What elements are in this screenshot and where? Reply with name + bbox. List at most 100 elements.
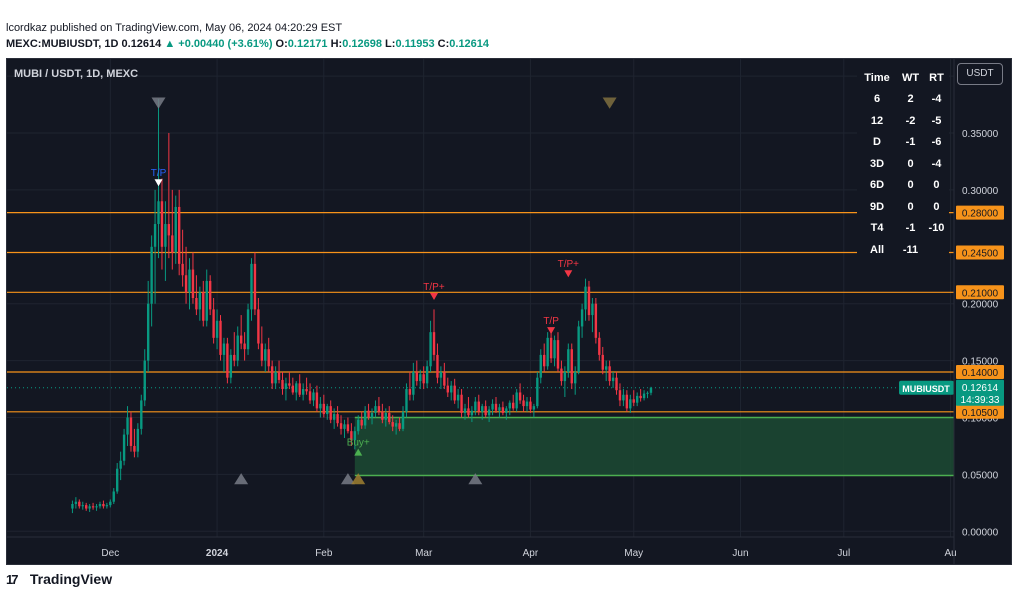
- candle: [501, 407, 505, 413]
- candle: [91, 506, 95, 508]
- x-tick-label: Apr: [523, 548, 539, 559]
- buy-signal-label: Buy+: [347, 438, 370, 449]
- candle: [618, 390, 622, 401]
- candle: [363, 410, 367, 426]
- symbol-ohlc-line: MEXC:MUBIUSDT, 1D 0.12614 ▲ +0.00440 (+3…: [6, 38, 489, 50]
- tradingview-logo[interactable]: 17 TradingView: [6, 571, 112, 587]
- level-price-tag-label: 0.21000: [962, 288, 999, 299]
- candle: [332, 414, 336, 420]
- level-price-tag: [956, 404, 1004, 419]
- candle: [191, 269, 195, 298]
- candle: [167, 224, 171, 236]
- candle: [171, 235, 174, 253]
- candle: [129, 417, 133, 446]
- candle: [284, 383, 288, 390]
- table-cell: 3D: [870, 157, 885, 170]
- candle: [305, 389, 308, 392]
- y-tick-label: 0.35000: [962, 129, 999, 140]
- tp-signal-label: T/P+: [423, 282, 445, 293]
- candle: [288, 383, 291, 386]
- level-price-tag-label: 0.28000: [962, 209, 999, 220]
- candle: [226, 343, 229, 378]
- candle: [525, 401, 529, 407]
- level-price-tag: [956, 285, 1004, 300]
- candle: [412, 371, 415, 395]
- candle: [467, 408, 470, 416]
- table-row: T4 -1 -10: [857, 218, 949, 240]
- candle: [112, 491, 115, 502]
- candle: [367, 410, 370, 418]
- change-arrow-icon: ▲: [164, 38, 176, 50]
- table-cell: 0: [933, 200, 940, 213]
- candle: [81, 505, 84, 507]
- candle: [646, 392, 649, 394]
- candle: [346, 424, 350, 432]
- table-cell: -1: [905, 136, 916, 149]
- symbol-name: MEXC:MUBIUSDT, 1D: [6, 38, 119, 50]
- candle: [308, 391, 312, 401]
- level-price-tag-label: 0.10500: [962, 408, 999, 419]
- candle: [456, 394, 460, 401]
- table-cell: -6: [931, 136, 942, 149]
- candle: [401, 411, 405, 429]
- table-header-row: Time WT RT: [857, 67, 949, 89]
- candle: [591, 303, 594, 316]
- candle: [350, 431, 353, 441]
- table-cell: Time: [864, 71, 890, 84]
- candle: [622, 394, 625, 401]
- candle: [625, 394, 629, 409]
- candle: [570, 349, 573, 384]
- candle: [443, 371, 446, 386]
- candle: [384, 412, 387, 420]
- candle: [153, 224, 157, 247]
- tp-signal-label: T/P: [543, 316, 559, 327]
- candle: [260, 343, 264, 361]
- candle: [343, 424, 346, 429]
- candle: [326, 406, 329, 415]
- y-tick-label: 0.10000: [962, 414, 999, 425]
- candle: [505, 408, 508, 413]
- tp-arrow-icon: [547, 327, 556, 335]
- candle: [470, 410, 474, 416]
- level-price-tag-label: 0.14000: [962, 368, 999, 379]
- candle: [381, 411, 384, 420]
- chart-panel[interactable]: T/P T/P+ T/P+ T/P Buy+ 0.00000 0.05000 0.10000 0…: [6, 58, 1012, 565]
- candle: [611, 377, 615, 382]
- x-tick-label: Feb: [315, 548, 333, 559]
- x-tick-label: May: [624, 548, 643, 559]
- candle: [270, 366, 274, 384]
- candle: [563, 371, 567, 382]
- currency-button[interactable]: USDT: [957, 63, 1003, 85]
- candle: [181, 263, 184, 276]
- table-cell: 0: [907, 200, 914, 213]
- y-tick-label: 0.00000: [962, 527, 999, 538]
- candle: [484, 406, 487, 416]
- price-chart[interactable]: T/PT/P+T/P+T/PBuy+0.000000.050000.100000…: [7, 59, 1012, 565]
- table-cell: -11: [902, 243, 919, 256]
- candle: [419, 374, 422, 382]
- table-cell: -2: [905, 114, 916, 127]
- wt-rt-table: Time WT RT 6 2 -4 12 -2 -5 D -1 -6 3D 0 -4 6D 0 0 9D 0 0 T4 -1…: [857, 67, 949, 261]
- candle: [215, 320, 219, 338]
- candle: [143, 360, 146, 401]
- x-tick-label: Mar: [415, 548, 433, 559]
- candle: [460, 394, 463, 413]
- symbol-price-tag-label: MUBIUSDT: [902, 384, 950, 394]
- candle: [536, 377, 539, 407]
- publish-header: lcordkaz published on TradingView.com, M…: [0, 0, 1024, 58]
- table-cell: RT: [929, 71, 944, 84]
- candle: [105, 505, 109, 507]
- candle: [594, 303, 598, 338]
- candle: [450, 385, 453, 393]
- candle: [436, 354, 439, 378]
- table-cell: -4: [931, 93, 942, 106]
- chart-title: MUBI / USDT, 1D, MEXC: [14, 68, 139, 80]
- candle: [539, 354, 542, 378]
- high-value: 0.12698: [342, 38, 382, 50]
- table-row: 12 -2 -5: [857, 110, 949, 132]
- candle: [233, 354, 236, 361]
- candle: [301, 389, 305, 395]
- candle: [360, 419, 363, 426]
- candle: [394, 423, 398, 427]
- candle: [463, 408, 467, 413]
